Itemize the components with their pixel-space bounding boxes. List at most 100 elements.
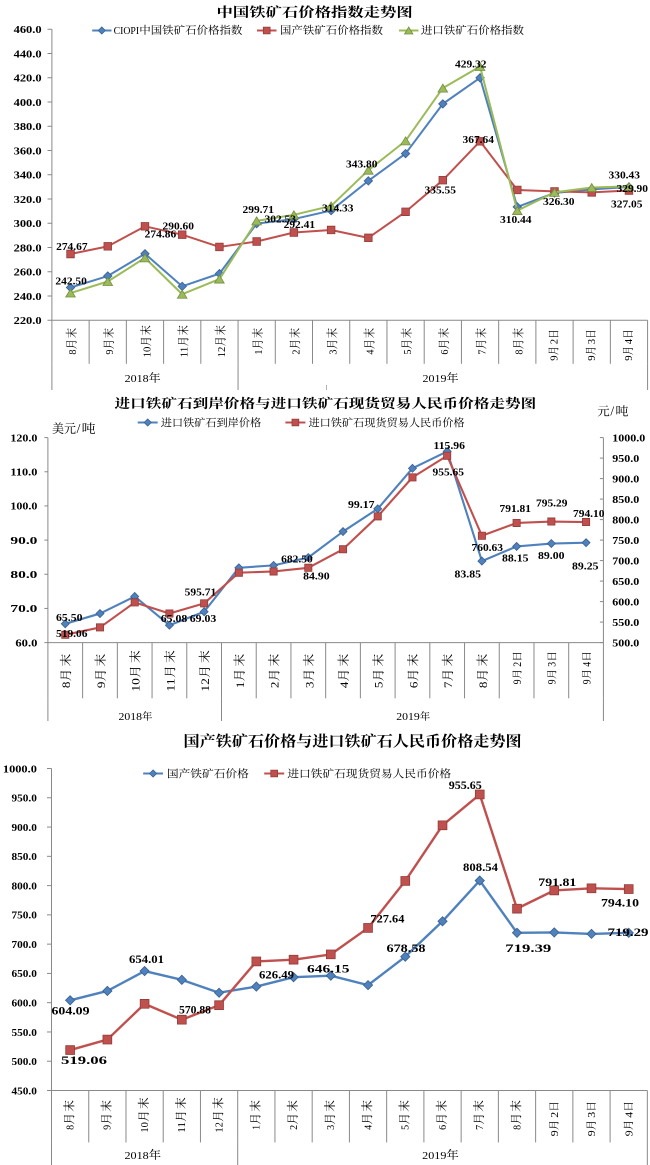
svg-text:3: 3 xyxy=(587,339,598,344)
svg-text:9: 9 xyxy=(105,350,116,355)
svg-text:2: 2 xyxy=(549,1112,561,1118)
svg-text:794.10: 794.10 xyxy=(601,896,639,910)
svg-text:260.0: 260.0 xyxy=(14,267,43,279)
svg-text:650.0: 650.0 xyxy=(12,968,38,980)
svg-text:340.0: 340.0 xyxy=(14,170,43,182)
svg-text:330.43: 330.43 xyxy=(609,170,641,182)
svg-text:314.33: 314.33 xyxy=(322,202,354,214)
svg-text:2: 2 xyxy=(268,682,282,689)
svg-text:650.0: 650.0 xyxy=(612,576,640,588)
svg-text:646.15: 646.15 xyxy=(307,962,350,976)
svg-text:600.0: 600.0 xyxy=(12,997,38,1009)
svg-text:11: 11 xyxy=(176,1122,188,1133)
svg-text:8: 8 xyxy=(68,350,79,355)
svg-text:65.50: 65.50 xyxy=(56,612,83,624)
svg-text:343.80: 343.80 xyxy=(346,159,378,171)
svg-text:3: 3 xyxy=(547,662,559,667)
svg-text:80.0: 80.0 xyxy=(10,569,38,581)
svg-text:9: 9 xyxy=(581,679,593,684)
svg-text:2019: 2019 xyxy=(423,373,448,385)
svg-text:84.90: 84.90 xyxy=(303,571,330,583)
svg-text:326.30: 326.30 xyxy=(543,196,575,208)
svg-text:654.01: 654.01 xyxy=(129,952,164,966)
svg-text:292.41: 292.41 xyxy=(284,219,316,231)
svg-text:299.71: 299.71 xyxy=(243,204,275,216)
svg-text:120.0: 120.0 xyxy=(10,432,38,444)
svg-text:5: 5 xyxy=(403,350,414,355)
svg-text:678.58: 678.58 xyxy=(387,941,426,955)
svg-text:400.0: 400.0 xyxy=(14,97,43,109)
svg-text:290.60: 290.60 xyxy=(163,221,195,233)
svg-text:795.29: 795.29 xyxy=(536,498,568,510)
svg-text:4: 4 xyxy=(337,682,351,689)
svg-text:302.53: 302.53 xyxy=(265,214,297,226)
svg-text:5: 5 xyxy=(372,682,386,689)
svg-text:8: 8 xyxy=(511,1124,523,1129)
svg-text:6: 6 xyxy=(440,350,451,355)
svg-text:8: 8 xyxy=(515,350,526,355)
svg-text:2018: 2018 xyxy=(125,1150,150,1162)
svg-text:700.0: 700.0 xyxy=(612,555,640,567)
svg-text:6: 6 xyxy=(406,682,420,689)
svg-text:450.0: 450.0 xyxy=(12,1085,38,1097)
svg-text:8: 8 xyxy=(476,682,490,689)
svg-text:/: / xyxy=(77,421,81,436)
svg-text:2019: 2019 xyxy=(396,711,420,723)
svg-text:519.06: 519.06 xyxy=(56,628,88,640)
svg-text:2: 2 xyxy=(288,1125,300,1130)
svg-text:595.71: 595.71 xyxy=(185,587,217,599)
svg-text:604.09: 604.09 xyxy=(52,1004,90,1018)
svg-text:240.0: 240.0 xyxy=(14,291,43,303)
svg-text:460.0: 460.0 xyxy=(14,24,43,36)
svg-text:9: 9 xyxy=(587,356,598,361)
svg-text:9: 9 xyxy=(547,679,559,684)
svg-text:115.96: 115.96 xyxy=(434,440,466,452)
svg-text:719.29: 719.29 xyxy=(608,925,649,939)
svg-text:9: 9 xyxy=(624,356,635,361)
svg-text:700.0: 700.0 xyxy=(12,939,38,951)
svg-text:320.0: 320.0 xyxy=(14,194,43,206)
svg-text:11: 11 xyxy=(180,347,191,358)
svg-text:110.0: 110.0 xyxy=(10,467,38,479)
svg-text:4: 4 xyxy=(624,338,635,344)
svg-text:955.65: 955.65 xyxy=(433,467,465,479)
svg-text:950.0: 950.0 xyxy=(612,453,640,465)
svg-text:99.17: 99.17 xyxy=(348,499,375,511)
svg-text:9: 9 xyxy=(623,1130,635,1136)
svg-text:9: 9 xyxy=(550,356,561,361)
svg-text:808.54: 808.54 xyxy=(463,860,498,874)
svg-text:719.39: 719.39 xyxy=(505,941,551,955)
svg-text:2018: 2018 xyxy=(125,373,150,385)
svg-text:794.10: 794.10 xyxy=(573,508,605,520)
svg-text:70.0: 70.0 xyxy=(10,603,38,615)
svg-text:519.06: 519.06 xyxy=(61,1053,107,1067)
svg-text:420.0: 420.0 xyxy=(14,73,43,85)
svg-text:800.0: 800.0 xyxy=(612,514,640,526)
svg-text:429.32: 429.32 xyxy=(455,59,487,71)
svg-text:9: 9 xyxy=(94,682,108,689)
svg-text:4: 4 xyxy=(362,1124,374,1129)
svg-text:570.88: 570.88 xyxy=(179,1003,211,1017)
svg-text:2: 2 xyxy=(291,350,302,355)
svg-text:1000.0: 1000.0 xyxy=(3,763,38,775)
svg-text:626.49: 626.49 xyxy=(259,968,294,982)
svg-text:10: 10 xyxy=(142,347,153,358)
svg-text:850.0: 850.0 xyxy=(612,494,640,506)
svg-text:8: 8 xyxy=(59,682,73,689)
svg-text:600.0: 600.0 xyxy=(612,596,640,608)
svg-text:274.86: 274.86 xyxy=(145,229,177,241)
svg-text:4: 4 xyxy=(366,349,377,355)
svg-text:9: 9 xyxy=(512,679,524,684)
svg-text:360.0: 360.0 xyxy=(14,145,43,157)
svg-text:7: 7 xyxy=(474,1124,486,1129)
svg-text:3: 3 xyxy=(328,350,339,355)
svg-text:3: 3 xyxy=(325,1124,337,1129)
svg-text:800.0: 800.0 xyxy=(12,880,38,892)
svg-text:955.65: 955.65 xyxy=(449,778,482,792)
svg-text:791.81: 791.81 xyxy=(500,503,532,515)
svg-text:/: / xyxy=(610,404,614,419)
svg-text:220.0: 220.0 xyxy=(14,315,43,327)
svg-text:4: 4 xyxy=(581,662,593,667)
svg-text:550.0: 550.0 xyxy=(612,617,640,629)
svg-text:7: 7 xyxy=(441,682,455,689)
